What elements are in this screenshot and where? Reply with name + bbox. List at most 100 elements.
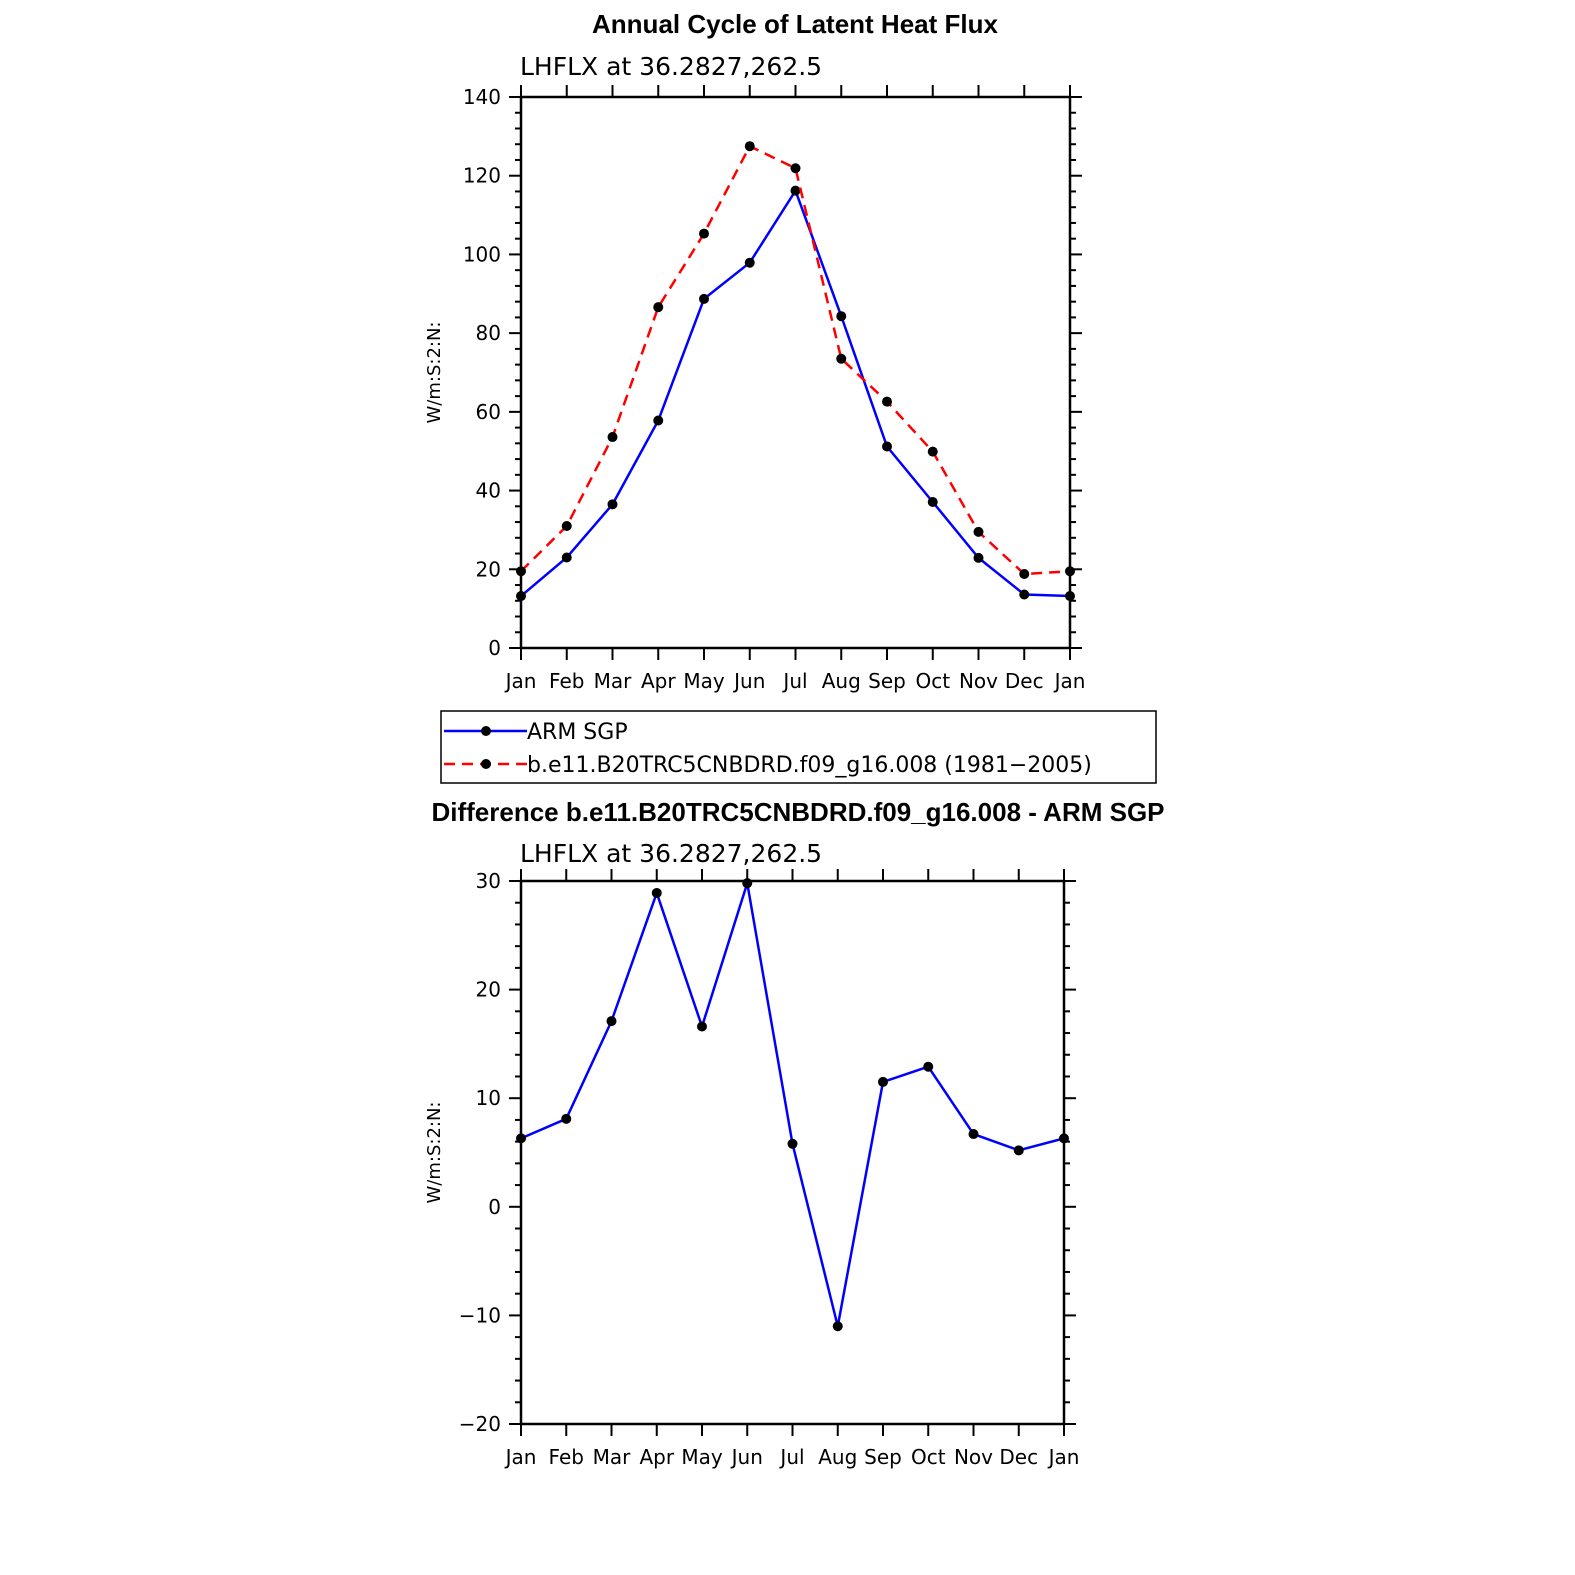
- y-tick-label: 20: [476, 978, 501, 1002]
- legend-marker-model: [481, 759, 491, 769]
- data-point: [699, 293, 709, 304]
- data-point: [699, 228, 709, 239]
- y-tick-label: 120: [463, 164, 501, 188]
- data-point: [973, 526, 984, 537]
- plot-frame: [519, 879, 1066, 1426]
- legend-entry-model: b.e11.B20TRC5CNBDRD.f09_g16.008 (1981−20…: [444, 753, 1092, 778]
- data-point: [787, 1138, 798, 1149]
- legend-label-arm-sgp: ARM SGP: [527, 720, 628, 745]
- data-point: [878, 1076, 888, 1087]
- legend-label-model: b.e11.B20TRC5CNBDRD.f09_g16.008 (1981−20…: [527, 753, 1092, 778]
- data-point: [516, 566, 526, 577]
- x-tick-label: Jun: [730, 1445, 763, 1469]
- data-point: [651, 887, 662, 898]
- x-tick-label: Nov: [954, 1445, 993, 1469]
- data-point: [836, 311, 847, 322]
- data-point: [744, 257, 755, 268]
- series-line-0: [520, 881, 1065, 1328]
- x-tick-label: Aug: [822, 669, 861, 693]
- x-tick-label: Dec: [999, 1445, 1038, 1469]
- data-point: [744, 141, 755, 152]
- series-line-0: [520, 189, 1071, 598]
- x-tick-label: Oct: [915, 669, 950, 693]
- data-point: [927, 496, 938, 507]
- data-point: [832, 1321, 843, 1332]
- x-tick-label: Apr: [641, 669, 676, 693]
- chart-title: Annual Cycle of Latent Heat Flux: [592, 9, 998, 39]
- data-point: [653, 302, 664, 313]
- x-tick-label: Apr: [639, 1445, 674, 1469]
- data-point: [1065, 591, 1075, 602]
- data-point: [1065, 566, 1075, 577]
- data-point: [607, 499, 618, 510]
- data-point: [1013, 1145, 1024, 1156]
- y-tick-label: 100: [463, 242, 501, 266]
- data-point: [516, 591, 526, 602]
- y-tick-label: 0: [488, 1195, 501, 1219]
- chart-title: Difference b.e11.B20TRC5CNBDRD.f09_g16.0…: [431, 797, 1164, 827]
- plot-area: −20 −10 0 10 20 30 Jan Feb Mar Apr May Jun Jul Aug Sep…: [424, 869, 1079, 1469]
- y-tick-label: 20: [476, 557, 501, 581]
- series-line-1: [520, 144, 1071, 576]
- data-point: [1059, 1133, 1069, 1144]
- x-tick-label: Dec: [1005, 669, 1044, 693]
- chart-subtitle: LHFLX at 36.2827,262.5: [520, 839, 822, 868]
- data-point: [882, 396, 892, 407]
- y-tick-label: 30: [476, 869, 501, 893]
- difference-chart: Difference b.e11.B20TRC5CNBDRD.f09_g16.0…: [424, 797, 1165, 1469]
- data-point: [882, 441, 892, 452]
- data-point: [561, 520, 572, 531]
- legend-marker-arm-sgp: [481, 726, 491, 736]
- y-tick-label: 140: [463, 85, 501, 109]
- data-point: [968, 1129, 979, 1140]
- data-point: [923, 1061, 934, 1072]
- y-axis-label: W/m:S:2:N:: [424, 1102, 445, 1204]
- x-tick-label: Sep: [868, 669, 906, 693]
- plot-area: 0 20 40 60 80 100 120 140 Jan Feb Mar Apr May Jun Jul A…: [424, 85, 1085, 693]
- x-tick-label: Jul: [781, 669, 807, 693]
- x-tick-label: Mar: [593, 1445, 632, 1469]
- y-axis-label: W/m:S:2:N:: [424, 322, 445, 424]
- x-tick-label: Feb: [549, 1445, 584, 1469]
- data-point: [561, 1113, 572, 1124]
- data-point: [607, 432, 618, 443]
- y-tick-label: 80: [476, 321, 501, 345]
- data-point: [927, 446, 938, 457]
- data-point: [1019, 569, 1030, 580]
- x-tick-label: Nov: [959, 669, 998, 693]
- data-point: [742, 878, 753, 889]
- data-point: [561, 552, 572, 563]
- x-tick-label: Jun: [732, 669, 765, 693]
- x-tick-label: Jan: [504, 669, 537, 693]
- x-tick-label: Oct: [911, 1445, 946, 1469]
- data-point: [516, 1133, 526, 1144]
- data-point: [790, 163, 801, 174]
- y-tick-label: 60: [476, 400, 501, 424]
- data-point: [1019, 589, 1030, 600]
- legend: ARM SGP b.e11.B20TRC5CNBDRD.f09_g16.008 …: [440, 710, 1157, 784]
- legend-box: [440, 710, 1157, 784]
- data-point: [606, 1016, 617, 1027]
- chart-subtitle: LHFLX at 36.2827,262.5: [520, 52, 822, 81]
- x-tick-label: Jul: [778, 1445, 804, 1469]
- x-tick-label: Feb: [549, 669, 584, 693]
- y-tick-label: −10: [459, 1303, 501, 1327]
- y-tick-label: 40: [476, 479, 501, 503]
- x-tick-label: Sep: [864, 1445, 902, 1469]
- x-tick-label: May: [681, 1445, 723, 1469]
- x-tick-label: Aug: [818, 1445, 857, 1469]
- annual-cycle-chart: Annual Cycle of Latent Heat Flux LHFLX a…: [424, 9, 1085, 693]
- data-point: [653, 415, 664, 426]
- x-tick-label: Jan: [504, 1445, 537, 1469]
- data-point: [973, 552, 984, 563]
- y-tick-label: −20: [459, 1412, 501, 1436]
- data-point: [836, 353, 847, 364]
- x-tick-label: Jan: [1047, 1445, 1080, 1469]
- x-tick-label: Mar: [594, 669, 633, 693]
- y-tick-label: 10: [476, 1086, 501, 1110]
- y-tick-label: 0: [488, 636, 501, 660]
- data-point: [790, 185, 801, 196]
- legend-entry-arm-sgp: ARM SGP: [444, 720, 628, 745]
- x-tick-label: Jan: [1053, 669, 1086, 693]
